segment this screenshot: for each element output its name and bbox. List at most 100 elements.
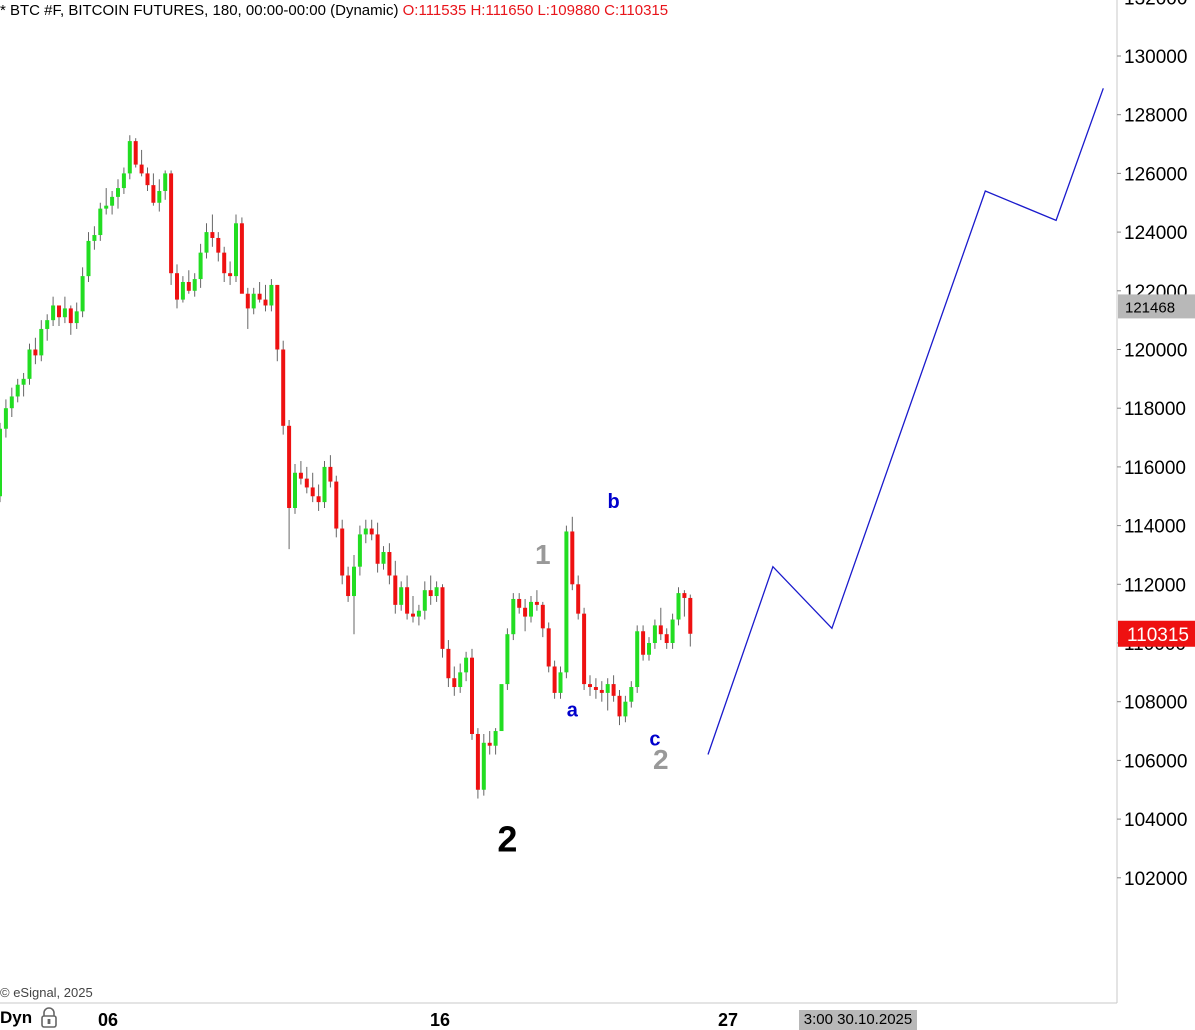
- candle-body: [9, 396, 14, 409]
- candle-body: [287, 425, 292, 508]
- candle-body: [80, 276, 85, 312]
- chart-header: * BTC #F, BITCOIN FUTURES, 180, 00:00-00…: [0, 2, 668, 19]
- candle-body: [434, 587, 439, 597]
- candle-body: [110, 196, 115, 206]
- price-tick-label: 104000: [1124, 810, 1187, 831]
- candle-body: [546, 628, 551, 667]
- candle-body: [257, 293, 262, 300]
- candle-body: [163, 173, 168, 192]
- candle-body: [363, 528, 368, 535]
- candle-body: [68, 308, 73, 324]
- candle-body: [98, 208, 103, 236]
- candle-body: [381, 552, 386, 564]
- candle-body: [139, 164, 144, 174]
- time-tick-label: 27: [718, 1010, 738, 1030]
- candle-body: [293, 472, 297, 508]
- candle-body: [334, 481, 339, 529]
- candle-body: [21, 378, 26, 385]
- candle-body: [151, 185, 156, 203]
- candle-body: [558, 672, 563, 693]
- candle-body: [198, 252, 203, 280]
- candle-body: [664, 634, 669, 643]
- wave-label: b: [607, 491, 619, 513]
- price-tick-label: 120000: [1124, 341, 1187, 362]
- time-tick-label: 16: [430, 1010, 450, 1030]
- candle-body: [310, 487, 315, 497]
- candle-body: [204, 232, 209, 253]
- projection-layer: [707, 88, 1104, 755]
- candle-body: [470, 657, 474, 734]
- candle-body: [564, 531, 569, 673]
- candle-body: [641, 631, 646, 655]
- price-tick-label: 118000: [1124, 399, 1186, 420]
- candle-body: [422, 590, 427, 611]
- candle-body: [387, 552, 392, 576]
- candle-body: [92, 235, 97, 241]
- last-price-label: 110315: [1127, 625, 1189, 646]
- candle-body: [375, 534, 380, 564]
- candle-body: [27, 349, 32, 379]
- candle-body: [428, 590, 433, 597]
- candle-body: [15, 384, 20, 397]
- candle-body: [51, 305, 56, 321]
- candle-body: [682, 593, 687, 598]
- candle-body: [357, 534, 362, 567]
- candle-body: [298, 472, 303, 479]
- wave-label: 1: [535, 539, 551, 570]
- candle-body: [234, 223, 238, 277]
- candle-body: [416, 610, 421, 617]
- candle-body: [523, 607, 528, 617]
- candle-body: [452, 678, 457, 688]
- candle-body: [652, 625, 657, 643]
- candle-body: [605, 684, 610, 693]
- candle-body: [446, 648, 451, 679]
- candle-body: [511, 598, 516, 635]
- candle-body: [552, 666, 557, 693]
- candle-body: [458, 672, 463, 688]
- candle-body: [57, 305, 61, 318]
- candle-body: [582, 613, 587, 685]
- candle-body: [157, 191, 162, 203]
- candle-body: [676, 593, 681, 620]
- ohlc-readout: O:111535 H:111650 L:109880 C:110315: [402, 2, 669, 19]
- candle-body: [340, 528, 345, 576]
- time-tick-label: 06: [98, 1010, 118, 1030]
- time-axis: 06 16 27: [98, 1010, 738, 1030]
- candle-body: [393, 575, 398, 605]
- price-tick-label: 132000: [1124, 0, 1187, 9]
- symbol-title: * BTC #F, BITCOIN FUTURES, 180, 00:00-00…: [0, 2, 399, 19]
- crosshair-price-label: 121468: [1125, 299, 1175, 316]
- candle-body: [629, 687, 634, 702]
- candle-body: [228, 273, 233, 277]
- candle-body: [86, 240, 91, 277]
- lock-icon[interactable]: [38, 1006, 60, 1028]
- price-tick-label: 114000: [1124, 517, 1186, 538]
- wave-label: c: [649, 729, 660, 751]
- candle-body: [245, 293, 250, 309]
- last-price-badge: [1118, 620, 1195, 647]
- crosshair-price-badge: [1118, 294, 1195, 319]
- wave-label: 2: [653, 744, 669, 775]
- price-tick-label: 102000: [1124, 869, 1187, 890]
- candle-body: [281, 349, 286, 426]
- price-tick-label: 112000: [1124, 575, 1186, 596]
- dynamic-mode-label[interactable]: Dyn: [0, 1008, 33, 1027]
- candle-body: [570, 531, 575, 585]
- candle-body: [464, 657, 469, 673]
- candle-body: [399, 587, 404, 605]
- price-tick-label: 126000: [1124, 164, 1187, 185]
- candle-body: [192, 279, 197, 291]
- candle-body: [493, 731, 498, 746]
- candle-body: [658, 625, 663, 635]
- candle-body: [251, 293, 256, 309]
- candle-body: [39, 328, 44, 356]
- candle-body: [121, 173, 126, 189]
- candle-body: [499, 684, 504, 732]
- candle-body: [593, 687, 598, 690]
- candle-body: [487, 742, 492, 746]
- candle-body: [33, 349, 38, 356]
- candle-body: [599, 689, 604, 693]
- price-tick-label: 124000: [1124, 223, 1187, 244]
